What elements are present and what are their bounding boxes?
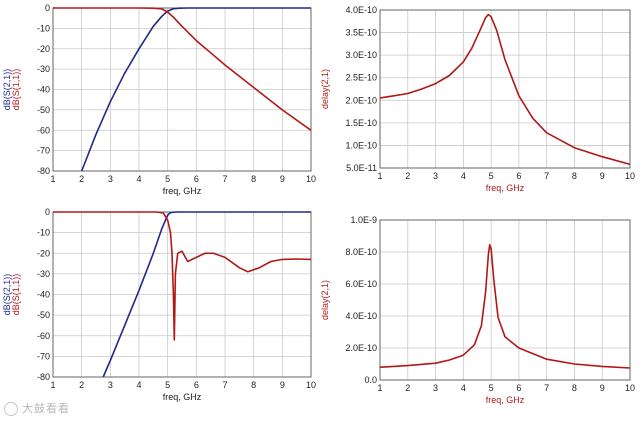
watermark: 大鼓看看 (4, 400, 70, 417)
chart3-ytick-label: -30 (37, 269, 50, 279)
chart4-series-1-line (379, 244, 631, 369)
chart2-series-1-line (379, 13, 631, 166)
chart4-ytick-label: 8.0E-10 (345, 247, 377, 257)
chart1-xtick-label: 3 (108, 174, 113, 184)
chart3-ytick-label: -40 (37, 290, 50, 300)
chart1-ytick-label: -20 (37, 44, 50, 54)
chart1-ytick-label: -80 (37, 166, 50, 176)
chart2-ytick-label: 4.0E-10 (345, 5, 377, 15)
chart4-ytick-label: 2.0E-10 (345, 343, 377, 353)
chart2-ytick-label: 1.0E-10 (345, 140, 377, 150)
chart3-xtick-label: 8 (251, 380, 256, 390)
chart1-ytick-label: -70 (37, 146, 50, 156)
chart3-ylabel-2: dB(S(1,1)) (11, 274, 21, 316)
chart3-ytick-label: -50 (37, 310, 50, 320)
chart2-xtick-label: 5 (489, 171, 494, 181)
chart1-ytick-label: -60 (37, 125, 50, 135)
chart2-ytick-label: 5.0E-11 (346, 163, 377, 173)
chart1-ytick-label: -30 (37, 64, 50, 74)
chart1-xtick-label: 8 (251, 174, 256, 184)
chart3-ytick-label: 0 (45, 207, 50, 217)
chart4-xtick-label: 3 (433, 383, 438, 393)
chart1-ylabel-2: dB(S(1,1)) (11, 69, 21, 111)
chart1-ylabel-1: dB(S(2,1)) (2, 69, 12, 111)
chart4-xtick-label: 4 (461, 383, 466, 393)
chart1-xtick-label: 2 (79, 174, 84, 184)
chart2-xtick-label: 9 (600, 171, 605, 181)
chart2-xtick-label: 7 (544, 171, 549, 181)
chart3-ylabel-1: dB(S(2,1)) (2, 274, 12, 316)
chart3-ytick-label: -70 (37, 351, 50, 361)
chart2-ytick-label: 2.0E-10 (345, 95, 377, 105)
chart2-xtick-label: 4 (461, 171, 466, 181)
chart1-xlabel: freq, GHz (163, 186, 202, 196)
chart4-ylabel-1: delay(2,1) (320, 280, 330, 320)
chart2-ylabel-1: delay(2,1) (320, 69, 330, 109)
chart3-xtick-label: 5 (165, 380, 170, 390)
chart4-xtick-label: 5 (489, 383, 494, 393)
chart2-xtick-label: 8 (572, 171, 577, 181)
chart3-xtick-label: 3 (108, 380, 113, 390)
chart4-xtick-label: 8 (572, 383, 577, 393)
chart3-xtick-label: 1 (50, 380, 55, 390)
chart2-frame (379, 9, 631, 169)
chart4-ytick-label: 6.0E-10 (345, 279, 377, 289)
chart1-ytick-label: 0 (45, 3, 50, 13)
chart3-ytick-label: -60 (37, 331, 50, 341)
chart1-series-1-line (80, 7, 311, 172)
chart4-xlabel: freq, GHz (486, 395, 525, 405)
chart1-xtick-label: 7 (222, 174, 227, 184)
chart2-ytick-label: 3.5E-10 (345, 28, 377, 38)
chart4-xtick-label: 1 (377, 383, 382, 393)
chart2-xtick-label: 2 (405, 171, 410, 181)
chart3-xtick-label: 4 (136, 380, 141, 390)
chart3-ytick-label: -10 (37, 228, 50, 238)
chart4-ytick-label: 0.0 (364, 375, 377, 385)
chart1-series-2-line (53, 7, 312, 131)
chart1-xtick-label: 4 (136, 174, 141, 184)
chart1-xtick-label: 5 (165, 174, 170, 184)
chart4-ytick-label: 1.0E-9 (350, 215, 377, 225)
chart3-series-2-line (53, 211, 312, 341)
chart2-xtick-label: 10 (625, 171, 635, 181)
chart4-frame (379, 219, 631, 381)
chart2-ytick-label: 1.5E-10 (345, 118, 377, 128)
chart4-xtick-label: 9 (600, 383, 605, 393)
watermark-text: 大鼓看看 (22, 403, 70, 415)
chart4-ytick-label: 4.0E-10 (345, 311, 377, 321)
chart2-ytick-label: 2.5E-10 (345, 73, 377, 83)
chart2-xlabel: freq, GHz (486, 183, 525, 193)
chart3-xtick-label: 9 (280, 380, 285, 390)
chart1-xtick-label: 6 (194, 174, 199, 184)
chart3-xtick-label: 10 (306, 380, 316, 390)
chart3-xtick-label: 2 (79, 380, 84, 390)
watermark-logo-icon (4, 402, 18, 417)
chart4-xtick-label: 10 (625, 383, 635, 393)
chart4-xtick-label: 2 (405, 383, 410, 393)
chart3-ytick-label: -20 (37, 248, 50, 258)
chart1-xtick-label: 1 (50, 174, 55, 184)
chart4-xtick-label: 6 (516, 383, 521, 393)
chart3-ytick-label: -80 (37, 372, 50, 382)
chart3-xlabel: freq, GHz (163, 392, 202, 402)
chart4-xtick-label: 7 (544, 383, 549, 393)
chart1-xtick-label: 10 (306, 174, 316, 184)
chart1-ytick-label: -40 (37, 85, 50, 95)
chart2-xtick-label: 6 (516, 171, 521, 181)
chart2-xtick-label: 1 (377, 171, 382, 181)
chart1-xtick-label: 9 (280, 174, 285, 184)
chart2-ytick-label: 3.0E-10 (345, 50, 377, 60)
chart3-xtick-label: 6 (194, 380, 199, 390)
chart1-ytick-label: -10 (37, 23, 50, 33)
chart3-xtick-label: 7 (222, 380, 227, 390)
chart2-xtick-label: 3 (433, 171, 438, 181)
chart1-ytick-label: -50 (37, 105, 50, 115)
chart3-series-1-line (102, 211, 311, 378)
